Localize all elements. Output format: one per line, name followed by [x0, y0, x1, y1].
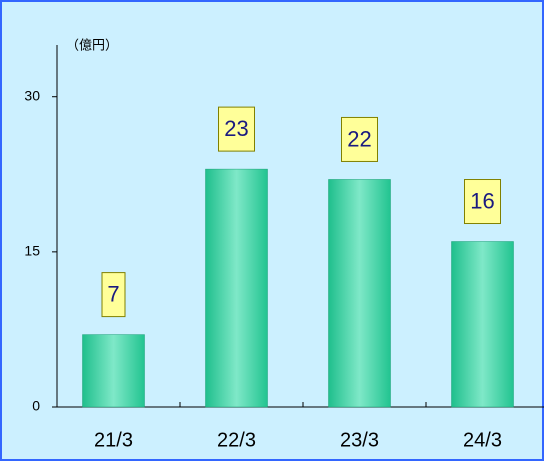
- bar: [82, 334, 145, 408]
- value-label: 7: [107, 281, 119, 306]
- bar: [328, 179, 391, 408]
- value-label: 22: [347, 126, 371, 151]
- value-label-box: [101, 272, 126, 318]
- x-tick-label: 24/3: [463, 429, 502, 451]
- value-label-box: [341, 116, 378, 162]
- y-tick-label: 30: [24, 87, 40, 103]
- x-tick-label: 23/3: [340, 429, 379, 451]
- bar: [205, 168, 268, 408]
- value-label: 23: [224, 116, 248, 141]
- bar: [451, 241, 514, 408]
- value-label-box: [464, 179, 501, 225]
- x-tick-label: 21/3: [94, 429, 133, 451]
- y-axis-label: （億円）: [66, 37, 118, 52]
- y-tick-label: 15: [24, 243, 40, 259]
- x-tick-label: 22/3: [217, 429, 256, 451]
- value-label: 16: [470, 188, 494, 213]
- value-label-box: [218, 106, 255, 152]
- y-tick-label: 0: [32, 398, 40, 414]
